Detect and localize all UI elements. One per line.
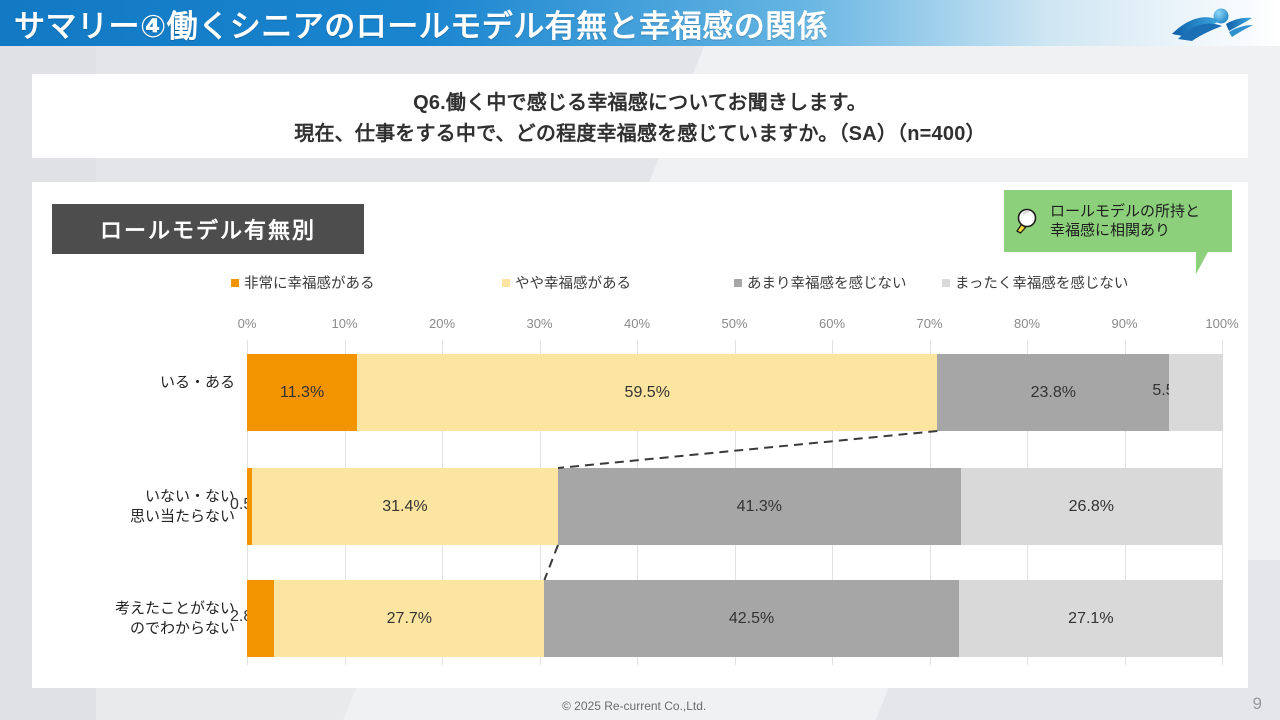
bar-value-label: 11.3% [279,383,325,401]
bar-value-label: 42.5% [728,609,775,627]
question-box: Q6.働く中で感じる幸福感についてお聞きします。 現在、仕事をする中で、どの程度… [32,74,1248,158]
x-axis-tick: 10% [331,316,358,331]
question-line-2: 現在、仕事をする中で、どの程度幸福感を感じていますか。（SA）（n=400） [294,123,986,145]
x-axis-tick: 100% [1205,316,1239,331]
magnifier-icon [1014,206,1044,236]
category-label: いる・ある [65,373,235,393]
legend-item-1: やや幸福感がある [502,272,631,293]
page-number: 9 [1252,694,1262,713]
legend-item-0: 非常に幸福感がある [231,272,375,293]
chart-legend: 非常に幸福感がある やや幸福感がある あまり幸福感を感じない まったく幸福感を感… [32,272,1248,296]
bar-segment: 31.4% [251,468,559,545]
bar-segment: 59.5% [357,354,938,431]
footer-copyright: © 2025 Re-current Co.,Ltd. [562,699,707,713]
chart-panel: ロールモデル有無別 ロールモデルの所持と 幸福感に相関あり 非常に幸福感がある [32,182,1248,688]
bar-value-label: 26.8% [1068,497,1115,515]
bar-segment: 41.3% [558,468,961,545]
insight-callout: ロールモデルの所持と 幸福感に相関あり [1004,190,1232,252]
category-label-line: 考えたことがない [114,600,235,617]
category-label-line: 思い当たらない [129,508,235,526]
bar-value-label: 31.4% [382,497,428,515]
callout-tail [1196,252,1208,274]
callout-line-2: 幸福感に相関あり [1050,222,1171,239]
x-axis-tick: 50% [721,316,748,331]
gridline [1222,340,1223,665]
bar-value-label: 59.5% [624,383,670,401]
bar-segment: 42.5% [544,580,959,657]
legend-item-2: あまり幸福感を感じない [734,272,907,293]
category-label: 考えたことがないのでわからない [65,599,235,640]
callout-text: ロールモデルの所持と 幸福感に相関あり [1050,202,1200,241]
bar-row: いない・ない思い当たらない0.5%31.4%41.3%26.8% [130,468,1222,545]
x-axis-tick: 80% [1013,316,1041,331]
category-label-line: のでわからない [129,620,235,638]
x-axis-tick: 0% [237,316,257,331]
legend-swatch-2 [734,278,742,287]
x-axis-tick: 30% [526,316,553,331]
bar-segment [247,580,275,657]
bar-segment: 26.8% [960,468,1222,545]
question-line-1: Q6.働く中で感じる幸福感についてお聞きします。 [413,92,867,114]
legend-label-1: やや幸福感がある [515,276,631,292]
bar-value-label: 23.8% [1030,383,1076,401]
x-axis-tick: 40% [623,316,651,331]
x-axis-tick-labels: 0% 10% 20% 30% 40% 50% 60% 70% 80% 90% 100% [238,316,1239,336]
x-axis-tick: 90% [1111,316,1138,331]
legend-label-0: 非常に幸福感がある [244,276,375,292]
slide-header: サマリー④働くシニアのロールモデル有無と幸福感の関係 [0,0,1280,46]
page-title: サマリー④働くシニアのロールモデル有無と幸福感の関係 [14,8,829,44]
bar-value-label: 27.1% [1068,609,1114,627]
category-label-line: いる・ある [159,374,235,391]
bar-segment: 11.3% [247,354,358,431]
x-axis-tick: 60% [818,316,846,331]
legend-swatch-1 [502,278,510,287]
category-label: いない・ない思い当たらない [65,487,235,528]
legend-label-2: あまり幸福感を感じない [747,276,907,292]
company-swoosh-logo-icon [1166,4,1254,44]
callout-line-1: ロールモデルの所持と [1050,202,1201,220]
legend-swatch-3 [942,278,950,287]
legend-item-3: まったく幸福感を感じない [942,272,1128,293]
plot-area: いる・ある11.3%59.5%23.8%5.5%いない・ない思い当たらない0.5… [115,340,1223,665]
bar-segment: 23.8% [937,354,1170,431]
bar-segment: 27.7% [274,580,545,657]
bar-value-label: 27.7% [386,609,433,627]
x-axis-tick: 70% [916,316,943,331]
bar-segment [1169,354,1223,431]
section-tag: ロールモデル有無別 [52,204,364,254]
bar-segment [247,468,252,545]
legend-swatch-0 [231,278,239,287]
bar-value-label: 41.3% [736,497,783,515]
legend-label-3: まったく幸福感を感じない [955,276,1129,292]
bar-segment: 27.1% [958,580,1223,657]
x-axis-tick: 20% [428,316,456,331]
category-label-line: いない・ない [144,488,235,505]
